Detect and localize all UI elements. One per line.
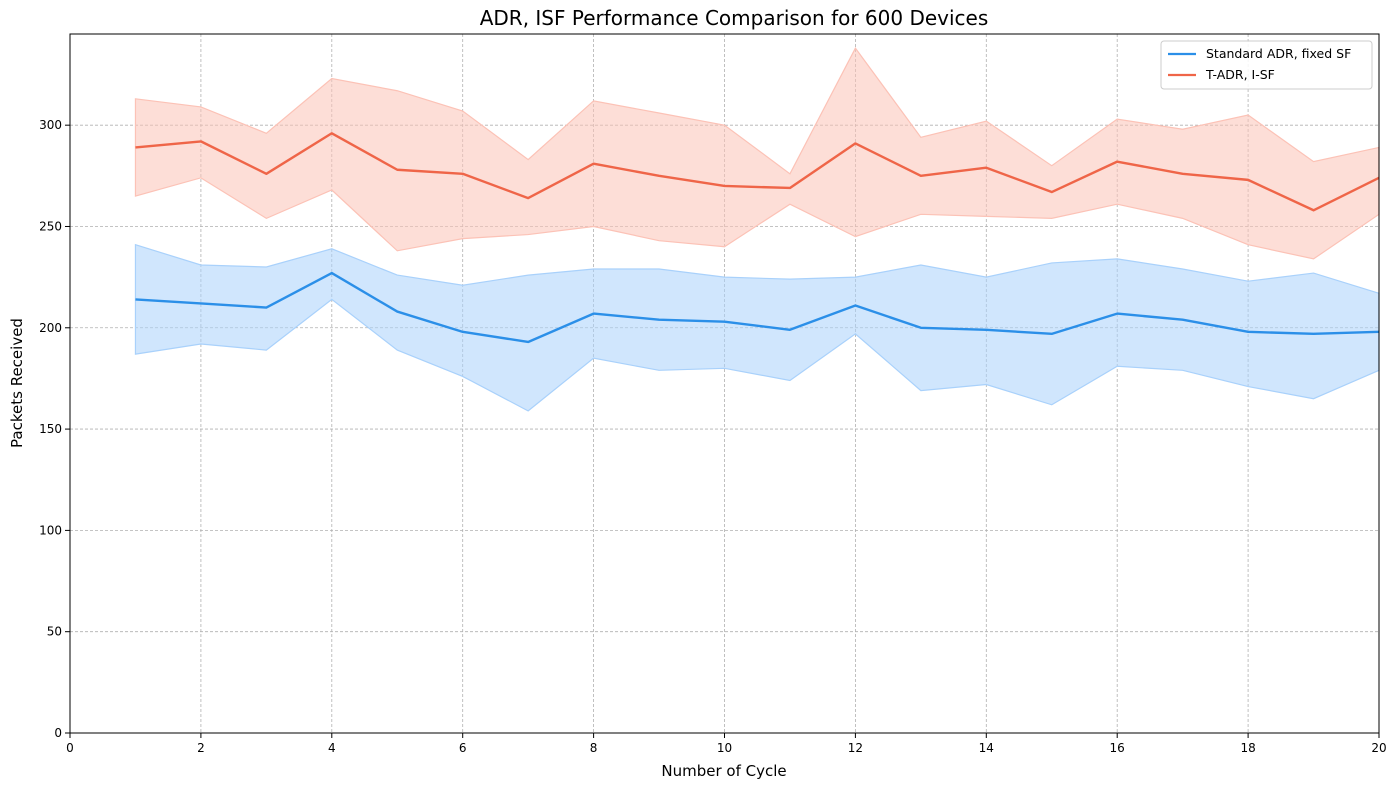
- y-tick-label: 200: [39, 321, 62, 335]
- y-tick-label: 300: [39, 118, 62, 132]
- series-line-standard-adr: [135, 271, 1380, 344]
- y-tick-label: 250: [39, 219, 62, 233]
- x-tick-label: 20: [1371, 741, 1386, 755]
- x-tick-label: 6: [459, 741, 467, 755]
- x-tick-label: 18: [1240, 741, 1255, 755]
- chart-title: ADR, ISF Performance Comparison for 600 …: [480, 6, 989, 30]
- x-axis-label: Number of Cycle: [661, 762, 786, 780]
- y-axis-label: Packets Received: [8, 318, 26, 448]
- x-tick-label: 0: [66, 741, 74, 755]
- x-tick-label: 8: [590, 741, 598, 755]
- x-tick-label: 10: [717, 741, 732, 755]
- x-tick-label: 14: [979, 741, 994, 755]
- band-layer: [134, 47, 1380, 412]
- y-tick-label: 0: [54, 726, 62, 740]
- x-tick-label: 4: [328, 741, 336, 755]
- legend-label-standard-adr: Standard ADR, fixed SF: [1206, 46, 1351, 61]
- y-tick-label: 50: [47, 625, 62, 639]
- x-tick-label: 16: [1110, 741, 1125, 755]
- x-tick-label: 2: [197, 741, 205, 755]
- y-tick-label: 150: [39, 422, 62, 436]
- x-tick-label: 12: [848, 741, 863, 755]
- legend-box: [1160, 40, 1373, 90]
- series-line-t-adr: [135, 132, 1380, 212]
- y-tick-label: 100: [39, 523, 62, 537]
- y-axis-ticks: 0 50 100 150 200 250 300: [39, 118, 70, 740]
- legend-label-t-adr: T-ADR, I-SF: [1205, 67, 1275, 82]
- line-layer: [135, 132, 1380, 344]
- x-axis-ticks: 0 2 4 6 8 10 12 14 16 18 20: [66, 733, 1387, 755]
- legend: Standard ADR, fixed SF T-ADR, I-SF: [1160, 40, 1373, 90]
